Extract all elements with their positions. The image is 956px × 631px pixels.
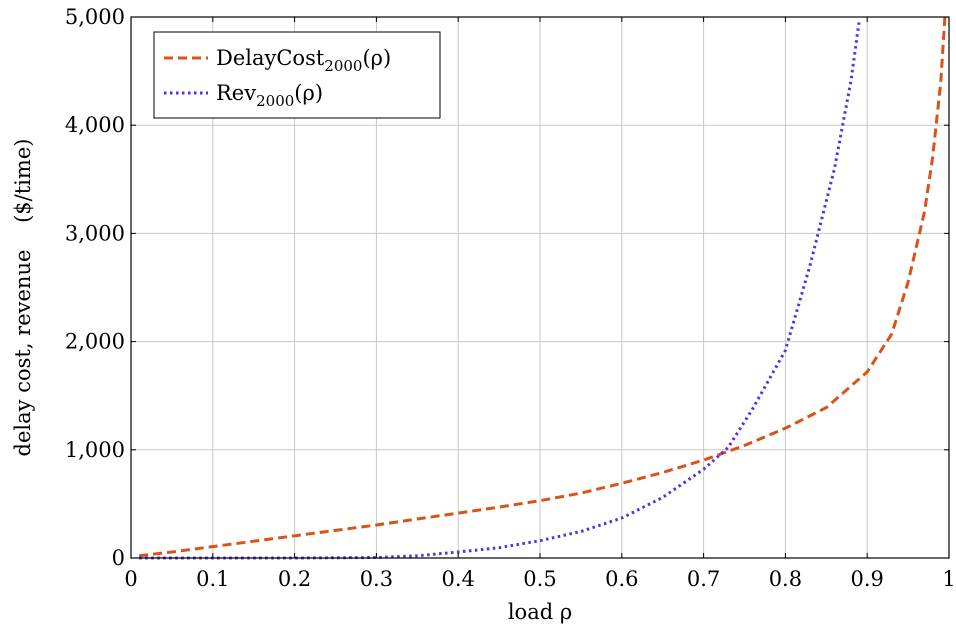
- x-tick-label: 1: [942, 567, 955, 591]
- series-line-revenue: [139, 22, 861, 560]
- series-lines: [139, 16, 947, 560]
- legend: DelayCost2000(ρ) Rev2000(ρ): [153, 31, 441, 119]
- x-tick-label: 0.7: [687, 567, 720, 591]
- legend-label: DelayCost2000(ρ): [216, 46, 391, 75]
- y-axis-ticks: 0 1,000 2,000 3,000 4,000 5,000: [65, 5, 949, 570]
- y-tick-label: 2,000: [65, 330, 125, 354]
- y-tick-label: 3,000: [65, 221, 125, 245]
- series-line-delay-cost: [139, 16, 947, 558]
- y-tick-label: 5,000: [65, 5, 125, 29]
- y-tick-label: 4,000: [65, 113, 125, 137]
- x-tick-label: 0.5: [523, 567, 556, 591]
- x-tick-label: 0.9: [850, 567, 883, 591]
- x-tick-label: 0.6: [605, 567, 638, 591]
- y-axis-label: delay cost, revenue ($/time): [11, 139, 35, 457]
- y-tick-label: 0: [112, 546, 125, 570]
- x-axis-ticks: 0 0.1 0.2 0.3 0.4 0.5 0.6 0.7 0.8 0.9 1: [124, 17, 956, 591]
- x-tick-label: 0.2: [278, 567, 311, 591]
- legend-label: Rev2000(ρ): [216, 81, 323, 110]
- x-tick-label: 0.8: [769, 567, 802, 591]
- x-tick-label: 0.1: [196, 567, 229, 591]
- legend-items: DelayCost2000(ρ) Rev2000(ρ): [164, 46, 391, 110]
- x-tick-label: 0.4: [441, 567, 474, 591]
- x-axis-label: load ρ: [508, 600, 572, 624]
- legend-box: [153, 31, 441, 119]
- y-tick-label: 1,000: [65, 438, 125, 462]
- x-tick-label: 0.3: [360, 567, 393, 591]
- x-tick-label: 0: [124, 567, 137, 591]
